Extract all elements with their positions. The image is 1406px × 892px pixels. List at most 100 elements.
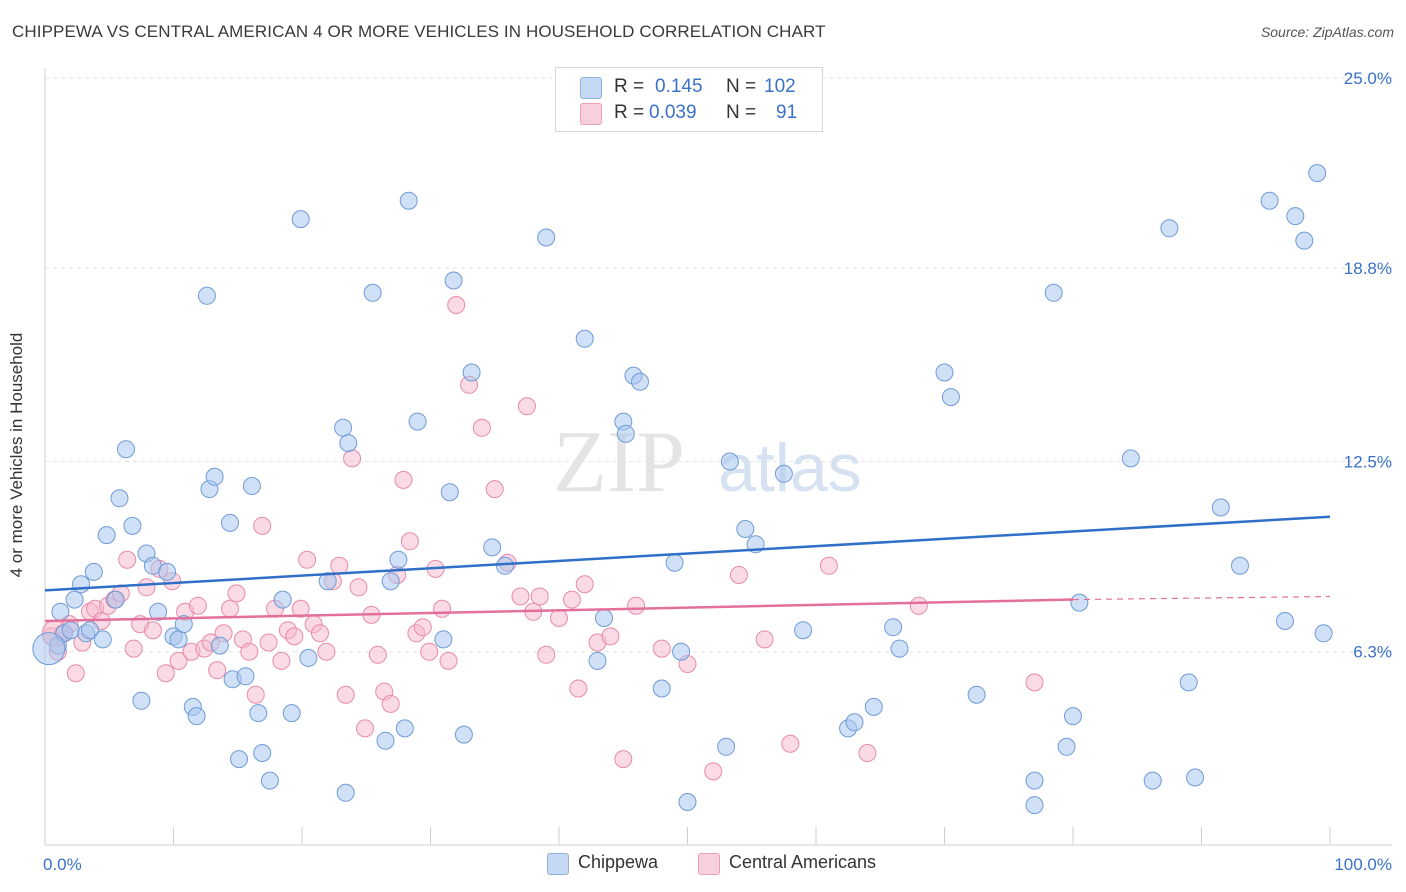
chippewa-point (158, 562, 177, 581)
legend-n-value-chippewa: 102 (764, 76, 796, 97)
central-americans-point (550, 609, 568, 627)
chippewa-point (1276, 612, 1294, 630)
chippewa-point (389, 550, 408, 569)
legend-swatch-chippewa (580, 77, 602, 99)
chippewa-point (794, 621, 813, 640)
chippewa-point (1143, 771, 1162, 790)
chippewa-point (434, 630, 453, 649)
chippewa-point (1025, 771, 1044, 790)
chippewa-point (110, 489, 129, 508)
central-americans-point (311, 624, 329, 643)
chippewa-point (935, 363, 954, 382)
chippewa-point (123, 516, 142, 535)
chippewa-point (1044, 283, 1063, 302)
chippewa-point (81, 621, 99, 640)
central-americans-point (781, 734, 800, 753)
chippewa-point (273, 590, 292, 609)
chippewa-point (717, 737, 736, 756)
chippewa-point (169, 630, 188, 649)
central-americans-point (575, 575, 594, 594)
chippewa-point (408, 412, 427, 431)
tick-labels: 6.3% 12.5% 18.8% 25.0% 0.0% 100.0% (43, 69, 1392, 874)
chippewa-point (672, 642, 691, 661)
chippewa-point (249, 704, 268, 723)
central-americans-point (858, 744, 877, 762)
chippewa-point (299, 648, 318, 667)
chippewa-point (149, 602, 168, 621)
chippewa-point (1025, 796, 1044, 815)
chippewa-point (941, 388, 960, 407)
chippewa-point (381, 572, 400, 591)
central-americans-point (485, 480, 504, 499)
central-americans-point (137, 578, 156, 597)
chippewa-point (678, 793, 697, 811)
central-americans-point (394, 470, 413, 489)
chippewa-point (1121, 449, 1140, 468)
axes (44, 68, 1392, 846)
chippewa-point (205, 467, 224, 486)
central-americans-point (517, 397, 536, 416)
central-americans-point (356, 719, 374, 738)
chippewa-point (845, 713, 864, 732)
central-americans-point (227, 584, 246, 603)
chippewa-point (399, 191, 418, 210)
chippewa-point (32, 632, 66, 666)
central-americans-point (537, 645, 556, 664)
central-americans-point (909, 596, 928, 615)
chippewa-point (652, 679, 671, 698)
chippewa-point (1314, 624, 1333, 643)
chippewa-point (197, 286, 216, 305)
central-americans-point (330, 556, 349, 575)
chart-title: CHIPPEWA VS CENTRAL AMERICAN 4 OR MORE V… (12, 22, 826, 41)
chippewa-point (1286, 207, 1305, 226)
chippewa-point (864, 697, 883, 716)
chippewa-point (595, 609, 613, 627)
chippewa-point (61, 621, 80, 640)
bottom-legend-swatch-chippewa (547, 853, 569, 875)
central-americans-point (253, 516, 272, 535)
chippewa-point (230, 750, 248, 769)
y-tick-label: 25.0% (1344, 69, 1392, 88)
central-americans-point (729, 566, 748, 584)
chippewa-point (253, 744, 272, 762)
central-americans-point (819, 556, 838, 575)
chippewa-point (51, 602, 70, 621)
legend-swatch-central-americans (580, 103, 602, 125)
chippewa-trend-line (44, 515, 1331, 592)
chippewa-point (496, 556, 514, 575)
chippewa-point (210, 636, 229, 655)
legend-box: R = 0.145 N = 102 R = 0.039 N = 91 (555, 67, 823, 132)
central-americans-point (511, 587, 530, 606)
central-americans-point (343, 449, 362, 468)
grid-lines (45, 77, 1392, 653)
watermark: ZIP atlas (553, 414, 862, 511)
chippewa-point (376, 731, 395, 750)
chippewa-point (665, 553, 684, 572)
chippewa-point (444, 271, 463, 290)
chippewa-point (1211, 498, 1230, 517)
central-americans-point (569, 679, 588, 698)
chippewa-point (291, 210, 310, 229)
chippewa-point (1308, 164, 1327, 183)
bottom-legend-swatch-central-americans (698, 853, 720, 875)
central-americans-point (530, 587, 549, 606)
central-americans-point (368, 645, 387, 664)
chippewa-point (187, 707, 206, 726)
central-americans-point (652, 639, 671, 658)
legend-n-label: N = (726, 102, 757, 123)
central-americans-point (291, 599, 310, 618)
chippewa-point (117, 440, 135, 459)
chippewa-point (454, 725, 473, 744)
central-americans-point (420, 642, 439, 661)
chippewa-point (93, 630, 112, 649)
chippewa-point (616, 424, 635, 443)
legend-r-value-chippewa: 0.145 (655, 76, 703, 97)
chippewa-point (1160, 219, 1179, 238)
central-americans-point (246, 685, 265, 704)
y-axis-title: 4 or more Vehicles in Household (7, 332, 26, 578)
chippewa-point (106, 590, 125, 609)
chippewa-point (884, 618, 903, 637)
chippewa-point (967, 685, 986, 704)
chippewa-point (318, 572, 337, 591)
